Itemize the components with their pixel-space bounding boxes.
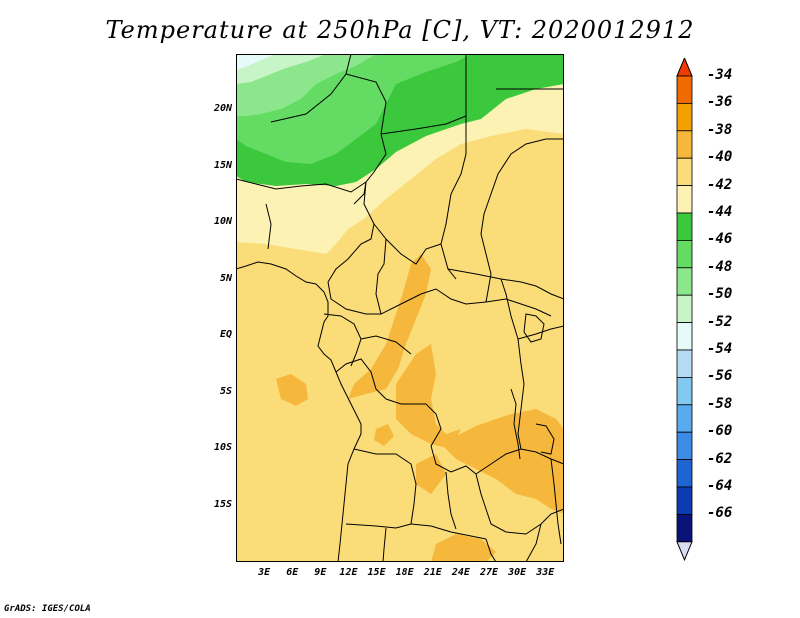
colorbar-level-label: -34 (707, 67, 733, 83)
colorbar-swatch (676, 459, 693, 488)
lon-tick-label: 18E (395, 567, 414, 578)
lat-tick-label: 10N (213, 216, 232, 228)
colorbar-level-label: -36 (707, 94, 733, 111)
colorbar-swatch (676, 322, 693, 351)
lon-tick-label: 30E (508, 567, 527, 578)
colorbar-level-label: -62 (707, 450, 733, 467)
map-frame (236, 54, 564, 562)
colorbar-swatch (676, 349, 693, 378)
lon-tick-label: 9E (314, 567, 327, 578)
colorbar-swatch (676, 294, 693, 323)
colorbar-level-label: -50 (707, 286, 733, 303)
lat-tick-label: 10S (213, 442, 232, 454)
colorbar-level-label: -54 (707, 341, 733, 357)
colorbar-swatch (676, 103, 693, 132)
temperature-fill-minus38-angola (416, 454, 446, 494)
colorbar-level-label: -38 (707, 121, 733, 138)
colorbar-swatch (676, 212, 693, 241)
lat-tick-label: EQ (219, 329, 232, 341)
temperature-fill-minus52 (236, 54, 276, 70)
lon-tick-label: 27E (479, 567, 499, 578)
chart-title: Temperature at 250hPa [C], VT: 202001291… (105, 16, 695, 44)
colorbar-swatch (676, 376, 693, 406)
map-plot (236, 54, 564, 562)
temperature-fill-minus38-patch (374, 424, 394, 446)
colorbar-swatch (676, 404, 693, 433)
colorbar-level-label: -42 (707, 176, 733, 193)
lat-tick-label: 15S (213, 498, 232, 510)
colorbar (676, 58, 693, 562)
grads-credit: GrADS: IGES/COLA (4, 604, 91, 614)
colorbar-level-label: -44 (707, 204, 733, 220)
temperature-fill-minus50 (236, 54, 326, 84)
colorbar-swatch (676, 75, 693, 104)
lat-tick-label: 5S (219, 385, 232, 397)
colorbar-swatch (676, 157, 693, 186)
colorbar-level-label: -52 (707, 313, 733, 330)
colorbar-swatch (676, 267, 693, 296)
lon-tick-label: 3E (258, 567, 271, 578)
colorbar-level-label: -56 (707, 368, 733, 385)
colorbar-swatch (676, 431, 693, 461)
lat-tick-label: 20N (213, 103, 232, 115)
lat-tick-label: 15N (213, 159, 232, 171)
colorbar-swatch (676, 130, 693, 159)
lon-tick-label: 21E (423, 567, 442, 578)
lon-tick-label: 12E (339, 567, 358, 578)
lat-tick-label: 5N (219, 272, 232, 284)
country-borders (236, 54, 564, 562)
colorbar-level-label: -46 (707, 231, 733, 248)
colorbar-level-label: -48 (707, 258, 733, 275)
temperature-fill-minus38-congo (396, 344, 461, 449)
colorbar-level-label: -64 (707, 478, 733, 494)
temperature-fill-minus38-southeast (441, 409, 564, 514)
temperature-fill-minus38-west (276, 374, 308, 406)
colorbar-swatch (676, 486, 693, 515)
map-panel (236, 54, 564, 562)
colorbar-level-label: -60 (707, 423, 733, 440)
colorbar-bottom-arrow (676, 541, 693, 562)
colorbar-swatch (676, 239, 693, 269)
lon-tick-label: 15E (367, 567, 386, 578)
temperature-fill-minus38-central (348, 254, 431, 399)
colorbar-swatch (676, 185, 693, 214)
lon-tick-label: 24E (451, 567, 470, 578)
colorbar-swatch (676, 513, 693, 543)
temperature-fill-minus38-south (431, 534, 496, 562)
colorbar-level-label: -40 (707, 149, 733, 166)
colorbar-level-label: -66 (707, 505, 733, 522)
lon-tick-label: 33E (536, 567, 555, 578)
colorbar-top-arrow (676, 58, 693, 77)
lon-tick-label: 6E (286, 567, 299, 578)
colorbar-level-label: -58 (707, 395, 733, 412)
